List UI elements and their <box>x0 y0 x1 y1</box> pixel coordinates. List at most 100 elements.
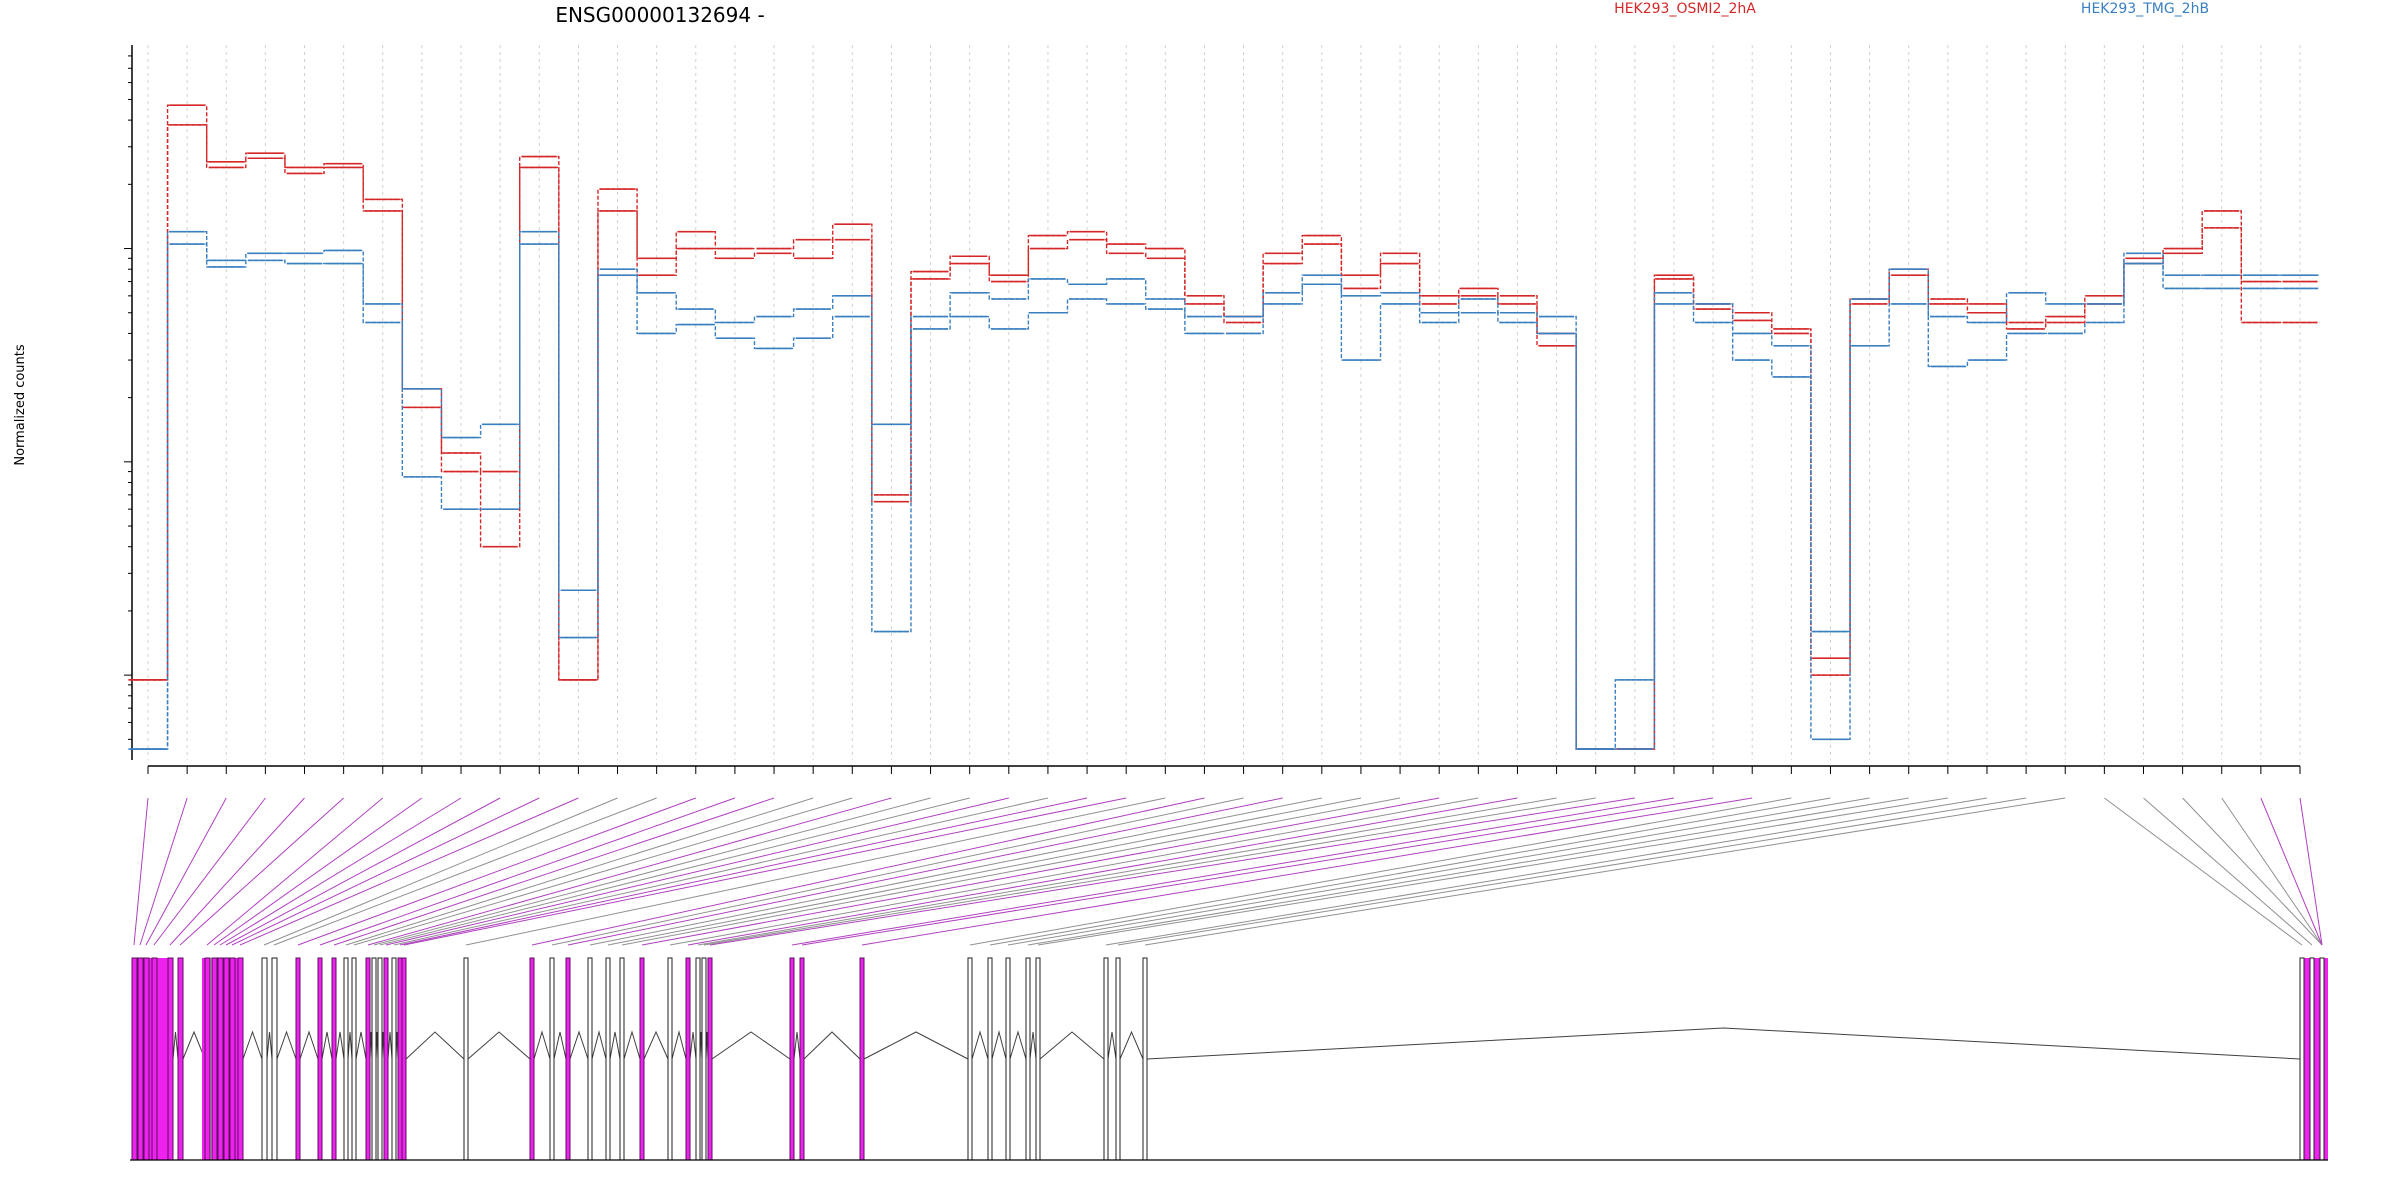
intron-line <box>1029 1031 1037 1060</box>
exon-block <box>271 957 278 1161</box>
intron-line <box>467 1031 531 1060</box>
y-axis-label: Normalized counts <box>13 344 28 466</box>
intron-line <box>355 1031 367 1060</box>
intron-line <box>793 1031 801 1060</box>
intron-line <box>387 1031 393 1060</box>
exon-connector <box>801 797 1714 946</box>
exon-connector <box>213 797 423 946</box>
exon-block <box>391 957 397 1161</box>
exon-connector <box>2260 797 2323 946</box>
exon-block <box>987 957 993 1161</box>
exon-connector <box>2143 797 2313 946</box>
exon-connector <box>687 797 1518 946</box>
exon-connector <box>791 797 1675 946</box>
exon-connector <box>231 797 540 946</box>
exon-connector <box>353 797 853 946</box>
exon-block <box>331 957 337 1161</box>
exon-connector <box>861 797 1753 946</box>
exon-block <box>317 957 323 1161</box>
intron-line <box>533 1030 551 1060</box>
exon-connector <box>969 797 1792 946</box>
exon-block <box>1025 957 1031 1161</box>
intron-line <box>623 1030 641 1060</box>
legend-series-b: HEK293_TMG_2hB <box>2081 1 2209 17</box>
exon-block <box>667 957 673 1161</box>
exon-connector <box>206 797 384 946</box>
exon-block <box>377 957 383 1161</box>
intron-line <box>1039 1031 1105 1060</box>
exon-block <box>371 957 377 1161</box>
exon-connector <box>403 797 1127 946</box>
exon-connector <box>697 797 1557 946</box>
exon-connector <box>551 797 1244 946</box>
exon-block <box>261 957 268 1161</box>
intron-line <box>276 1030 297 1060</box>
intron-line <box>609 1031 621 1060</box>
exon-block <box>685 957 691 1161</box>
exon-connector <box>1007 797 1870 946</box>
exon-block <box>223 957 230 1161</box>
exon-block <box>131 957 138 1161</box>
exon-connector <box>393 797 1049 946</box>
exon-block <box>463 957 469 1161</box>
exon-connector <box>669 797 1479 946</box>
exon-connector <box>2182 797 2323 946</box>
series-lines <box>128 104 2320 750</box>
exon-connector <box>709 797 1635 946</box>
exon-block <box>365 957 371 1161</box>
exon-block <box>2299 957 2305 1161</box>
exon-block <box>799 957 805 1161</box>
exon-connector <box>169 797 305 946</box>
exon-block <box>383 957 389 1161</box>
intron-line <box>711 1031 791 1060</box>
exon-block <box>1115 957 1121 1161</box>
exon-connector <box>319 797 736 946</box>
gridlines <box>147 45 2301 760</box>
exon-connector <box>607 797 1362 946</box>
exon-connector <box>179 797 344 946</box>
y-axis <box>124 45 133 760</box>
intron-line <box>335 1031 345 1060</box>
exon-block <box>229 957 236 1161</box>
intron-line <box>671 1030 687 1060</box>
exon-block <box>397 957 403 1161</box>
exon-block <box>217 957 224 1161</box>
intron-line <box>172 1031 179 1060</box>
exon-block <box>639 957 645 1161</box>
exon-connector <box>367 797 892 946</box>
series-line <box>128 104 2320 750</box>
exon-block <box>351 957 357 1161</box>
exon-connector <box>2221 797 2323 946</box>
exon-block <box>1035 957 1041 1161</box>
exon-connector <box>1027 797 1909 946</box>
exon-block <box>529 957 535 1161</box>
exon-block <box>295 957 301 1161</box>
intron-line <box>553 1031 567 1060</box>
exon-connector <box>139 797 188 946</box>
exon-connector <box>219 797 462 946</box>
exon-block <box>707 957 713 1161</box>
exon-block <box>1103 957 1109 1161</box>
exon-block <box>2309 957 2315 1161</box>
exon-block <box>789 957 795 1161</box>
intron-line <box>689 1031 697 1060</box>
exon-connector <box>465 797 1166 946</box>
exon-block <box>967 957 973 1161</box>
intron-line <box>242 1030 263 1060</box>
exon-connector <box>379 797 970 946</box>
exon-connector <box>153 797 266 946</box>
intron-line <box>991 1030 1007 1060</box>
intron-line <box>182 1030 206 1060</box>
exon-block <box>587 957 593 1161</box>
exon-connector <box>399 797 1088 946</box>
gene-model <box>131 957 2328 1161</box>
exon-block <box>137 957 144 1161</box>
exon-block <box>401 957 407 1161</box>
exon-connector <box>385 797 1009 946</box>
exon-block <box>177 957 184 1161</box>
intron-line <box>1009 1030 1027 1060</box>
exon-block <box>1142 957 1148 1161</box>
intron-line <box>347 1031 353 1060</box>
exon-connector <box>1117 797 2027 946</box>
